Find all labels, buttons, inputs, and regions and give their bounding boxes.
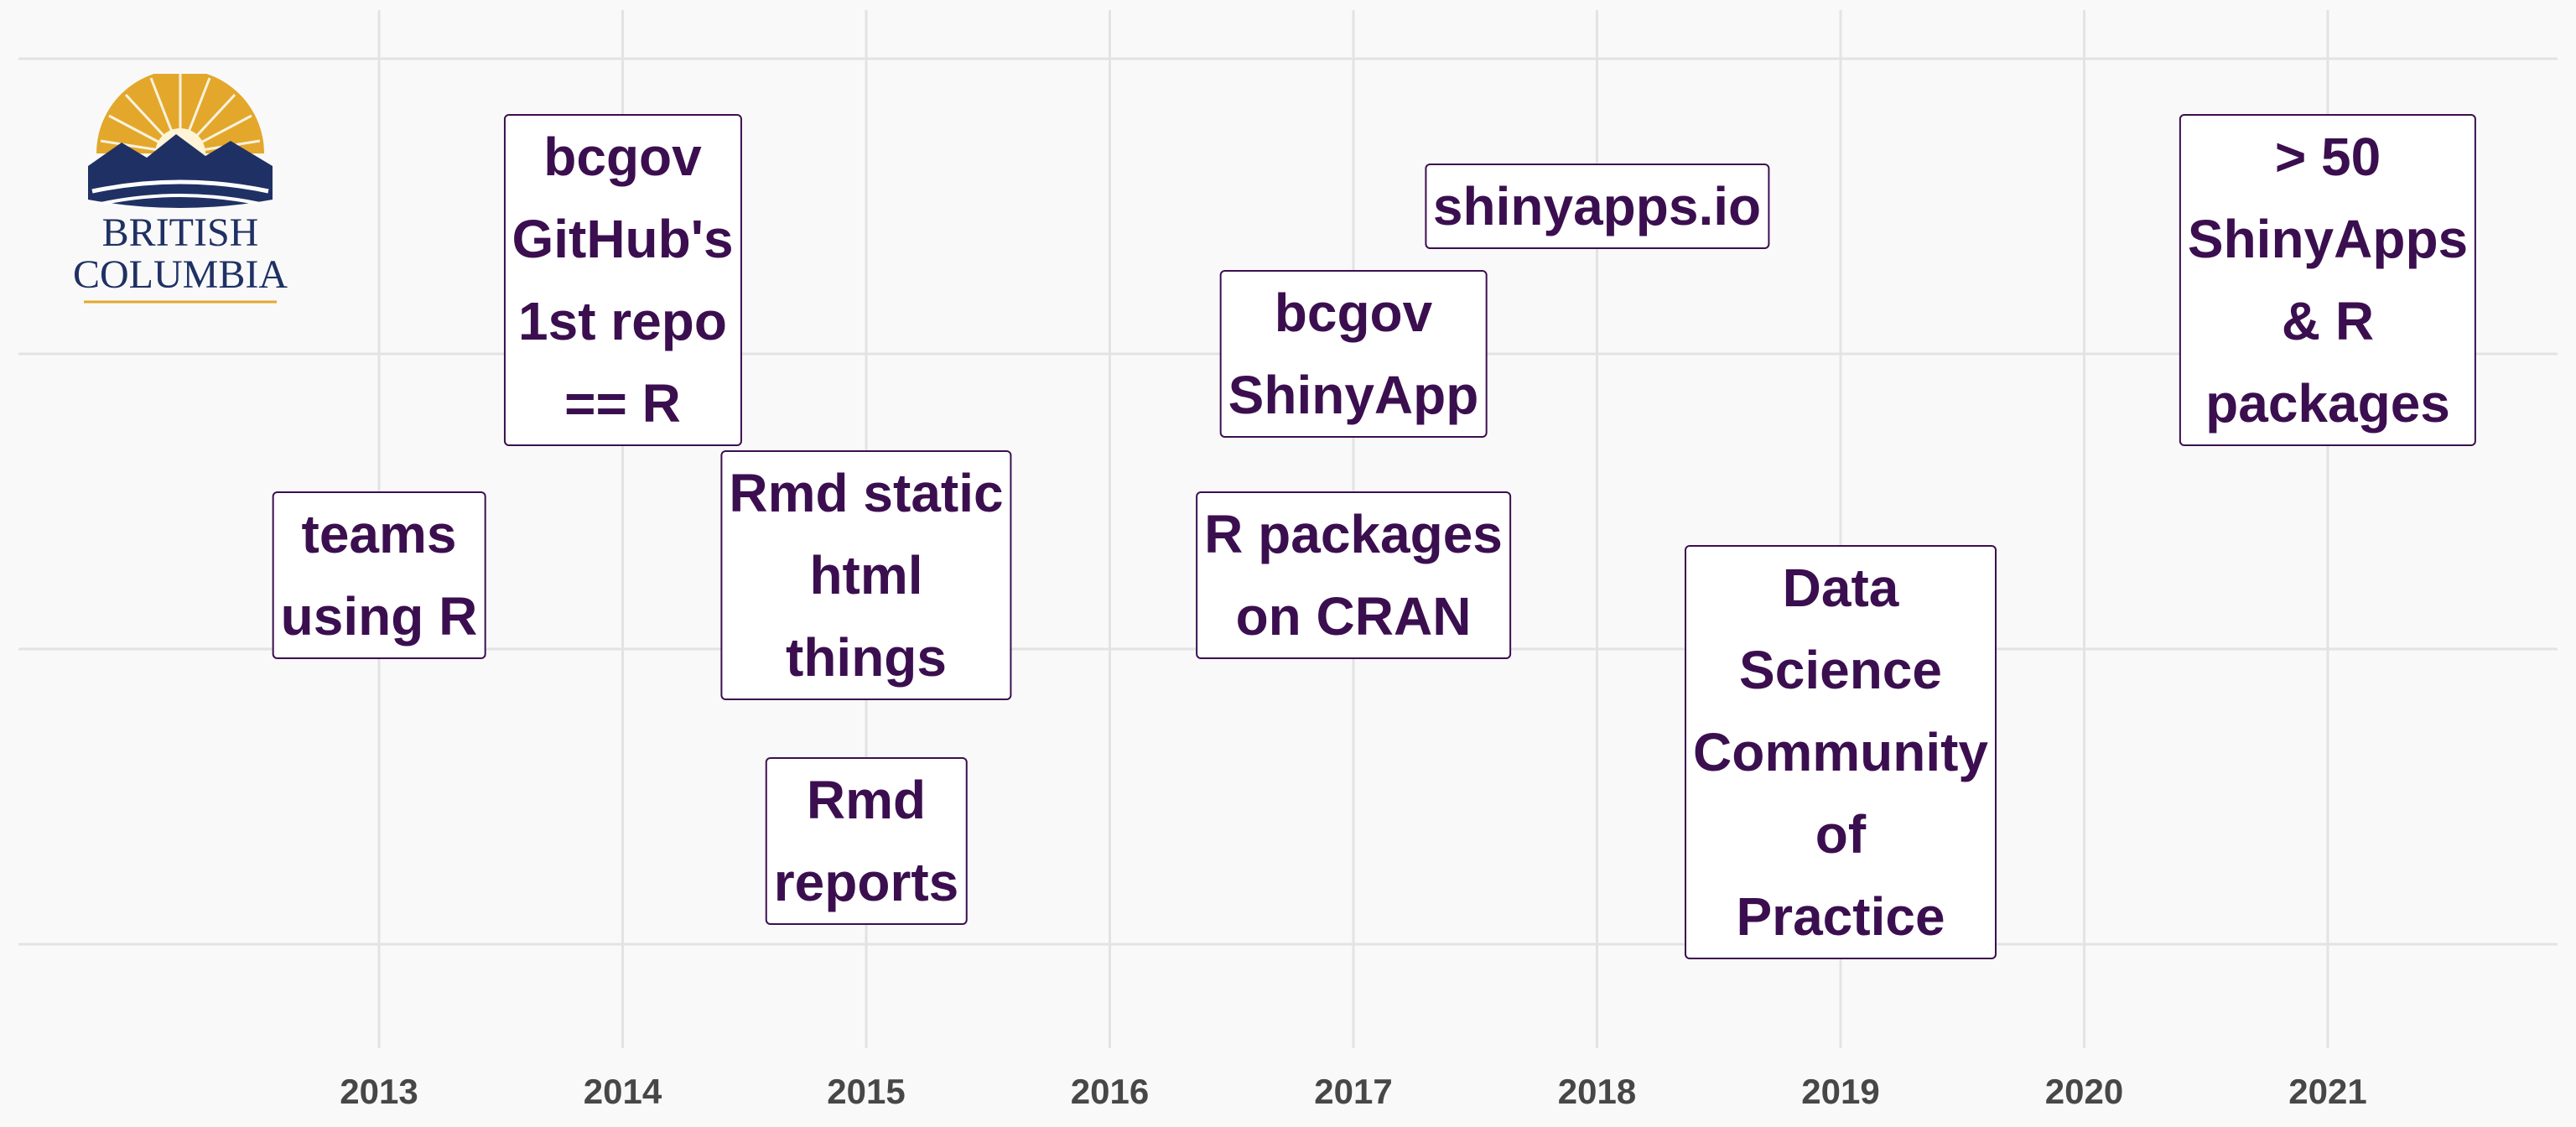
event-label-line: == R: [564, 373, 681, 434]
event-label-line: Rmd: [806, 769, 927, 830]
event-label-line: things: [786, 627, 947, 688]
event-label-line: on CRAN: [1235, 586, 1472, 647]
event-label-line: ShinyApp: [1228, 365, 1479, 425]
event-label-line: GitHub's: [512, 209, 734, 269]
event-label-box: bcgov GitHub's 1st repo == R: [503, 114, 742, 446]
event-label-box: > 50 ShinyApps & R packages: [2179, 114, 2477, 446]
mountains-icon: [88, 134, 273, 208]
event-label-box: Rmd reports: [765, 756, 968, 925]
logo-line2: COLUMBIA: [73, 252, 288, 297]
event-label-line: ShinyApps: [2187, 209, 2469, 269]
x-tick-label: 2015: [827, 1072, 905, 1111]
x-tick-label: 2019: [1801, 1072, 1879, 1111]
event-label-line: html: [809, 545, 923, 605]
event-label-line: reports: [773, 851, 959, 912]
event-label-box: shinyapps.io: [1424, 164, 1770, 249]
x-tick-label: 2016: [1071, 1072, 1149, 1111]
event-label-box: Data Science Community of Practice: [1685, 545, 1997, 960]
event-label-line: packages: [2205, 373, 2450, 434]
event-label-box: Rmd static html things: [720, 450, 1012, 700]
event-label-line: R packages: [1204, 504, 1503, 564]
event-label-line: 1st repo: [518, 291, 727, 351]
event-label-line: > 50: [2274, 127, 2381, 187]
event-label-line: shinyapps.io: [1432, 176, 1762, 236]
event-label-box: bcgov ShinyApp: [1219, 270, 1488, 438]
logo-line1: BRITISH: [102, 210, 259, 255]
event-label-line: teams: [301, 504, 457, 564]
bc-logo: BRITISH COLUMBIA: [73, 74, 288, 304]
event-label-line: using R: [280, 586, 478, 647]
event-label-line: Practice: [1736, 886, 1945, 948]
event-label-line: bcgov: [1274, 283, 1433, 343]
event-label-line: bcgov: [543, 127, 702, 187]
event-label-line: & R: [2281, 291, 2375, 351]
x-tick-label: 2013: [340, 1072, 418, 1111]
event-label-box: R packages on CRAN: [1196, 491, 1511, 659]
event-label-line: Community: [1693, 722, 1988, 783]
event-label-line: Rmd static: [729, 463, 1004, 523]
x-tick-label: 2017: [1314, 1072, 1392, 1111]
x-tick-label: 2021: [2288, 1072, 2366, 1111]
x-tick-label: 2014: [584, 1072, 662, 1111]
event-label-line: Science: [1739, 640, 1942, 701]
event-label-line: Data: [1782, 558, 1899, 619]
x-tick-label: 2018: [1558, 1072, 1636, 1111]
x-tick-label: 2020: [2045, 1072, 2123, 1111]
event-label-box: teams using R: [272, 491, 486, 659]
event-label-line: of: [1815, 804, 1867, 865]
